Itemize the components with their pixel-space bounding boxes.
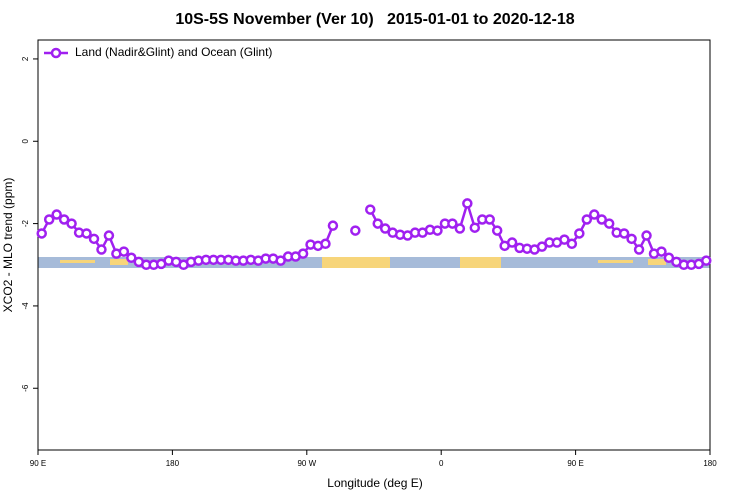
x-tick-label: 180 (166, 459, 180, 468)
data-point (589, 209, 600, 220)
x-tick-label: 180 (703, 459, 717, 468)
data-point (103, 230, 115, 241)
data-point (491, 225, 503, 236)
data-point (320, 238, 331, 250)
data-point (559, 234, 570, 245)
land-mask (38, 257, 710, 268)
data-point (96, 244, 107, 255)
land-bits (60, 260, 95, 263)
chart-title: 10S-5S November (Ver 10) 2015-01-01 to 2… (175, 11, 574, 28)
data-point (365, 204, 376, 215)
x-tick-label: 90 E (30, 459, 46, 468)
data-point (126, 252, 137, 264)
data-point (603, 218, 615, 229)
data-point (633, 244, 645, 255)
y-tick-label: -4 (21, 302, 30, 310)
data-point (66, 218, 77, 229)
land-bits (110, 259, 128, 265)
data-point (663, 252, 675, 264)
land-bits (598, 260, 633, 263)
data-point (118, 246, 130, 257)
data-point (618, 228, 630, 239)
data-point (51, 209, 62, 220)
land-bits (648, 259, 666, 265)
data-point (566, 238, 578, 250)
data-point (506, 237, 518, 248)
data-point (469, 222, 481, 233)
data-point (327, 220, 339, 231)
data-point (447, 218, 458, 229)
data-point (372, 218, 383, 229)
data-point (626, 233, 637, 245)
y-axis-label: XCO2 - MLO trend (ppm) (1, 178, 15, 313)
data-point (297, 248, 309, 259)
data-point (58, 214, 70, 225)
data-point (462, 198, 473, 209)
legend-marker (50, 47, 62, 59)
land-band (322, 257, 390, 268)
data-point (656, 246, 667, 257)
data-point (81, 228, 92, 239)
data-point (454, 223, 466, 234)
legend-label: Land (Nadir&Glint) and Ocean (Glint) (75, 45, 272, 59)
data-point (379, 223, 391, 234)
y-tick-label: 0 (21, 138, 30, 143)
data-point (581, 214, 593, 225)
x-axis-label: Longitude (deg E) (327, 476, 422, 490)
data-point (350, 225, 361, 236)
x-tick-label: 90 E (567, 459, 583, 468)
data-point (701, 255, 712, 266)
data-point (484, 214, 495, 225)
data-point (43, 214, 55, 225)
y-tick-label: -6 (21, 384, 30, 392)
data-point (88, 233, 100, 245)
y-tick-label: 2 (21, 56, 30, 61)
y-tick-label: -2 (21, 219, 30, 227)
data-point (36, 228, 47, 239)
data-point (596, 214, 607, 225)
x-tick-label: 90 W (297, 459, 316, 468)
land-band (460, 257, 501, 268)
plot-frame (37, 39, 711, 451)
x-tick-label: 0 (439, 459, 444, 468)
data-point (432, 225, 443, 236)
data-point (536, 241, 548, 252)
data-point (641, 230, 652, 241)
data-point (275, 255, 286, 266)
data-point (574, 228, 585, 239)
